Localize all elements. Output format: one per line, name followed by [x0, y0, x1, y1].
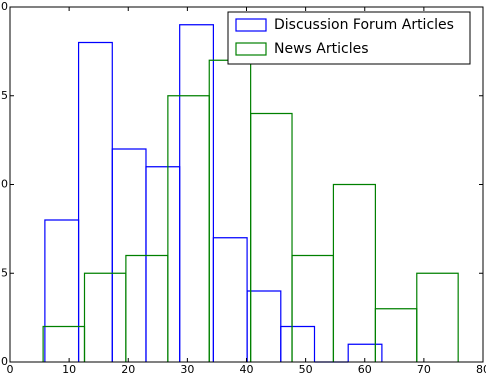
histogram-bin	[44, 219, 80, 362]
histogram-bin	[347, 343, 383, 362]
histogram-bin	[332, 183, 376, 362]
y-tick-label: 10	[0, 178, 8, 191]
legend-box	[227, 11, 471, 65]
histogram-bin	[291, 254, 335, 362]
x-tick-label: 60	[358, 363, 372, 376]
histogram-bin	[77, 41, 113, 362]
legend-swatch	[235, 18, 267, 32]
x-tick-label: 30	[180, 363, 194, 376]
histogram-bin	[179, 24, 214, 362]
y-tick-label: 15	[0, 89, 8, 102]
y-tick-label: 5	[1, 266, 8, 279]
y-tick-label: 20	[0, 0, 8, 13]
histogram-bin	[250, 112, 293, 362]
histogram-bin	[125, 254, 169, 362]
x-tick-label: 80	[476, 363, 486, 376]
histogram-bin	[246, 290, 282, 362]
histogram-bin	[212, 237, 248, 362]
legend-label: News Articles	[274, 41, 369, 57]
histogram-bin	[83, 272, 127, 362]
x-tick-label: 40	[240, 363, 254, 376]
x-tick-label: 20	[121, 363, 135, 376]
x-tick-label: 10	[62, 363, 76, 376]
histogram-bin	[145, 166, 181, 362]
x-tick-label: 70	[417, 363, 431, 376]
histogram-bin	[280, 325, 316, 362]
legend-swatch	[235, 42, 267, 56]
y-tick-label: 0	[1, 355, 8, 368]
x-tick-label: 0	[7, 363, 14, 376]
legend-label: Discussion Forum Articles	[274, 17, 454, 33]
histogram-bin	[208, 59, 252, 362]
histogram-bin	[167, 95, 210, 362]
histogram-bin	[416, 272, 459, 362]
x-tick-label: 50	[299, 363, 313, 376]
